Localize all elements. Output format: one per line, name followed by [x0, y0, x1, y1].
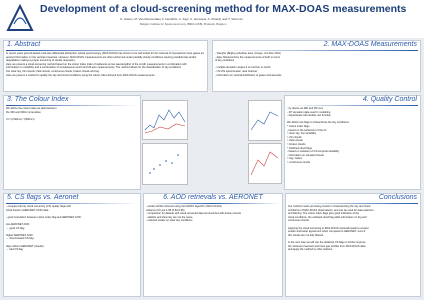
text-line: > continuous clouds — [287, 160, 310, 164]
text-line: We define the colour index as ratio betw… — [6, 107, 57, 110]
text-line: - reduced scatter on clear sky condition… — [146, 219, 193, 223]
logo — [6, 4, 34, 31]
section-panel — [284, 95, 421, 190]
text-line: continuous clouds. — [288, 219, 310, 223]
text-line: > thin clouds — [287, 135, 302, 139]
text-line: → bad CS flag — [6, 248, 23, 252]
text-line: - compare full sky cloud screening (CS) … — [6, 205, 72, 208]
text-line: information on variability and a combina… — [6, 66, 181, 70]
section-text: Our method meets promising results in ch… — [288, 205, 418, 252]
text-line: Here we present a method to quality the … — [6, 73, 156, 77]
text-line: Our method meets promising results in ch… — [288, 205, 371, 208]
text-line: - based on the behaviour of the CI: — [287, 128, 327, 132]
text-line: > fog / hazes — [287, 157, 302, 161]
text-line: the 330 and 390nm intensities: — [6, 110, 42, 114]
text-line: conditions of MAX-DOAS observations, and… — [288, 208, 374, 212]
section-rule — [287, 105, 418, 106]
text-line: into clear sky, thin clouds, thick cloud… — [6, 69, 100, 73]
section-panel — [3, 40, 208, 92]
section-title: 3. The Colour Index — [7, 96, 69, 103]
text-line: > clear sky, low variability — [287, 132, 317, 136]
section-rule — [6, 203, 138, 204]
section-panel — [143, 193, 283, 297]
plot-ci-timeseries — [142, 100, 188, 140]
section-title: 2. MAX-DOAS Measurements — [323, 41, 417, 48]
text-line: - data: Retrieval from the measurements … — [215, 55, 281, 59]
text-line: - statistic and clear sky are not the sa… — [146, 215, 193, 219]
text-line: > thick clouds — [287, 139, 303, 143]
section-panel — [212, 40, 421, 92]
section-text: In recent years ground-based multi-axis … — [6, 52, 204, 77]
text-line: > broken clouds — [287, 142, 306, 146]
section-text: - by device as MFI and PR sum - 40° eleva… — [287, 107, 369, 165]
poster-title: Development of a cloud-screening method … — [40, 3, 407, 15]
authors: G. Gielen, M. Van Roozendael, F. Hendric… — [120, 17, 243, 21]
text-line: Applying the cloud screening to MAX-DOAS… — [288, 226, 369, 230]
section-title: 6. AOD retrievals vs. AERONET — [163, 194, 263, 201]
text-line: - Xianghe (Beijing suburban area, Unique… — [215, 52, 281, 55]
section-rule — [288, 203, 418, 204]
section-panel — [3, 95, 141, 190]
text-line: We define two flags to characterise the … — [287, 121, 350, 125]
plot-ci-scatter — [142, 143, 188, 185]
text-line: and filtering. The colour index flags gi… — [288, 212, 360, 216]
section-title: Conclusions — [378, 194, 417, 201]
section-rule — [6, 50, 205, 51]
section-text: - Xianghe (Beijing suburban area, Unique… — [215, 52, 365, 77]
section-rule — [146, 203, 280, 204]
section-title: 5. CS flags vs. Aeronet — [7, 194, 79, 201]
text-line: - information on elevated clouds — [287, 153, 324, 157]
text-line: - days/clouds with double-row function — [287, 114, 331, 118]
text-line: days without AERONET (clouds): — [6, 244, 45, 248]
plot-qc — [248, 100, 282, 184]
text-line: thin clouds are not fully filtered. — [288, 233, 324, 237]
text-line: variance (CI) are 1.68 (0.84-0.95) — [146, 208, 185, 212]
text-line: cloud fraction (AERONET AOD) data — [6, 208, 49, 212]
text-line: → good CS flag — [6, 226, 25, 230]
text-line: - certain AODs retrieved using the bePRO… — [146, 205, 222, 208]
section-panel — [285, 193, 421, 297]
section-text: - compare full sky cloud screening (CS) … — [6, 205, 98, 252]
text-line: → cloud-related CS flag — [6, 237, 34, 241]
text-line: * Oxidized cloud flags — [287, 146, 312, 150]
text-line: scatter and better agreement when compar… — [288, 230, 366, 234]
text-line: - information on vertical distribution o… — [215, 73, 282, 77]
section-title: 1. Abstract — [7, 41, 41, 48]
text-line: Here we present a cloud-screening method… — [6, 62, 187, 66]
text-line: - good correlation between colour index … — [6, 215, 82, 219]
text-line: degradation making a proper screening of… — [6, 59, 76, 63]
text-line: aerosol information on the vertical prop… — [6, 55, 197, 59]
text-line: - by device as MFI and PR sum — [287, 107, 324, 110]
affiliation: Belgian Institute for Space Aeronomy (BI… — [140, 22, 227, 26]
text-line: - based on variation of O4 temporal vari… — [287, 150, 340, 154]
text-line: In the next step we will use the obtaine… — [288, 240, 366, 244]
text-line: - comparison for dataset with cloud-scre… — [146, 212, 241, 216]
header: Development of a cloud-screening method … — [0, 0, 424, 38]
text-line: - UV-VIS spectrometer, dual channel — [215, 69, 257, 73]
text-line: - multiple elevation angles 0 on horizon… — [215, 66, 271, 70]
text-line: In recent years ground-based multi-axis … — [6, 52, 204, 55]
section-rule — [215, 50, 418, 51]
text-line: of sky conditions — [215, 59, 235, 63]
text-line: - 40° elevation data used in modelling — [287, 110, 331, 114]
section-panel — [3, 193, 141, 297]
text-line: the retrieval of aerosol and trace gas p… — [288, 244, 366, 248]
text-line: low AERONET AOD: — [6, 222, 30, 226]
section-title: 4. Quality Control — [362, 96, 417, 103]
section-text: We define the colour index as ratio betw… — [6, 107, 96, 121]
section-rule — [6, 105, 138, 106]
text-line: CI = I(330nm) / I(390nm) — [6, 117, 35, 121]
text-line: and apply the method to other stations. — [288, 248, 333, 252]
text-line: higher AERONET AOD: — [6, 233, 34, 237]
text-line: * Colour index flags — [287, 124, 310, 128]
section-text: - certain AODs retrieved using the bePRO… — [146, 205, 280, 223]
text-line: cloud conditions, the oxidised cloud fla… — [288, 215, 367, 219]
